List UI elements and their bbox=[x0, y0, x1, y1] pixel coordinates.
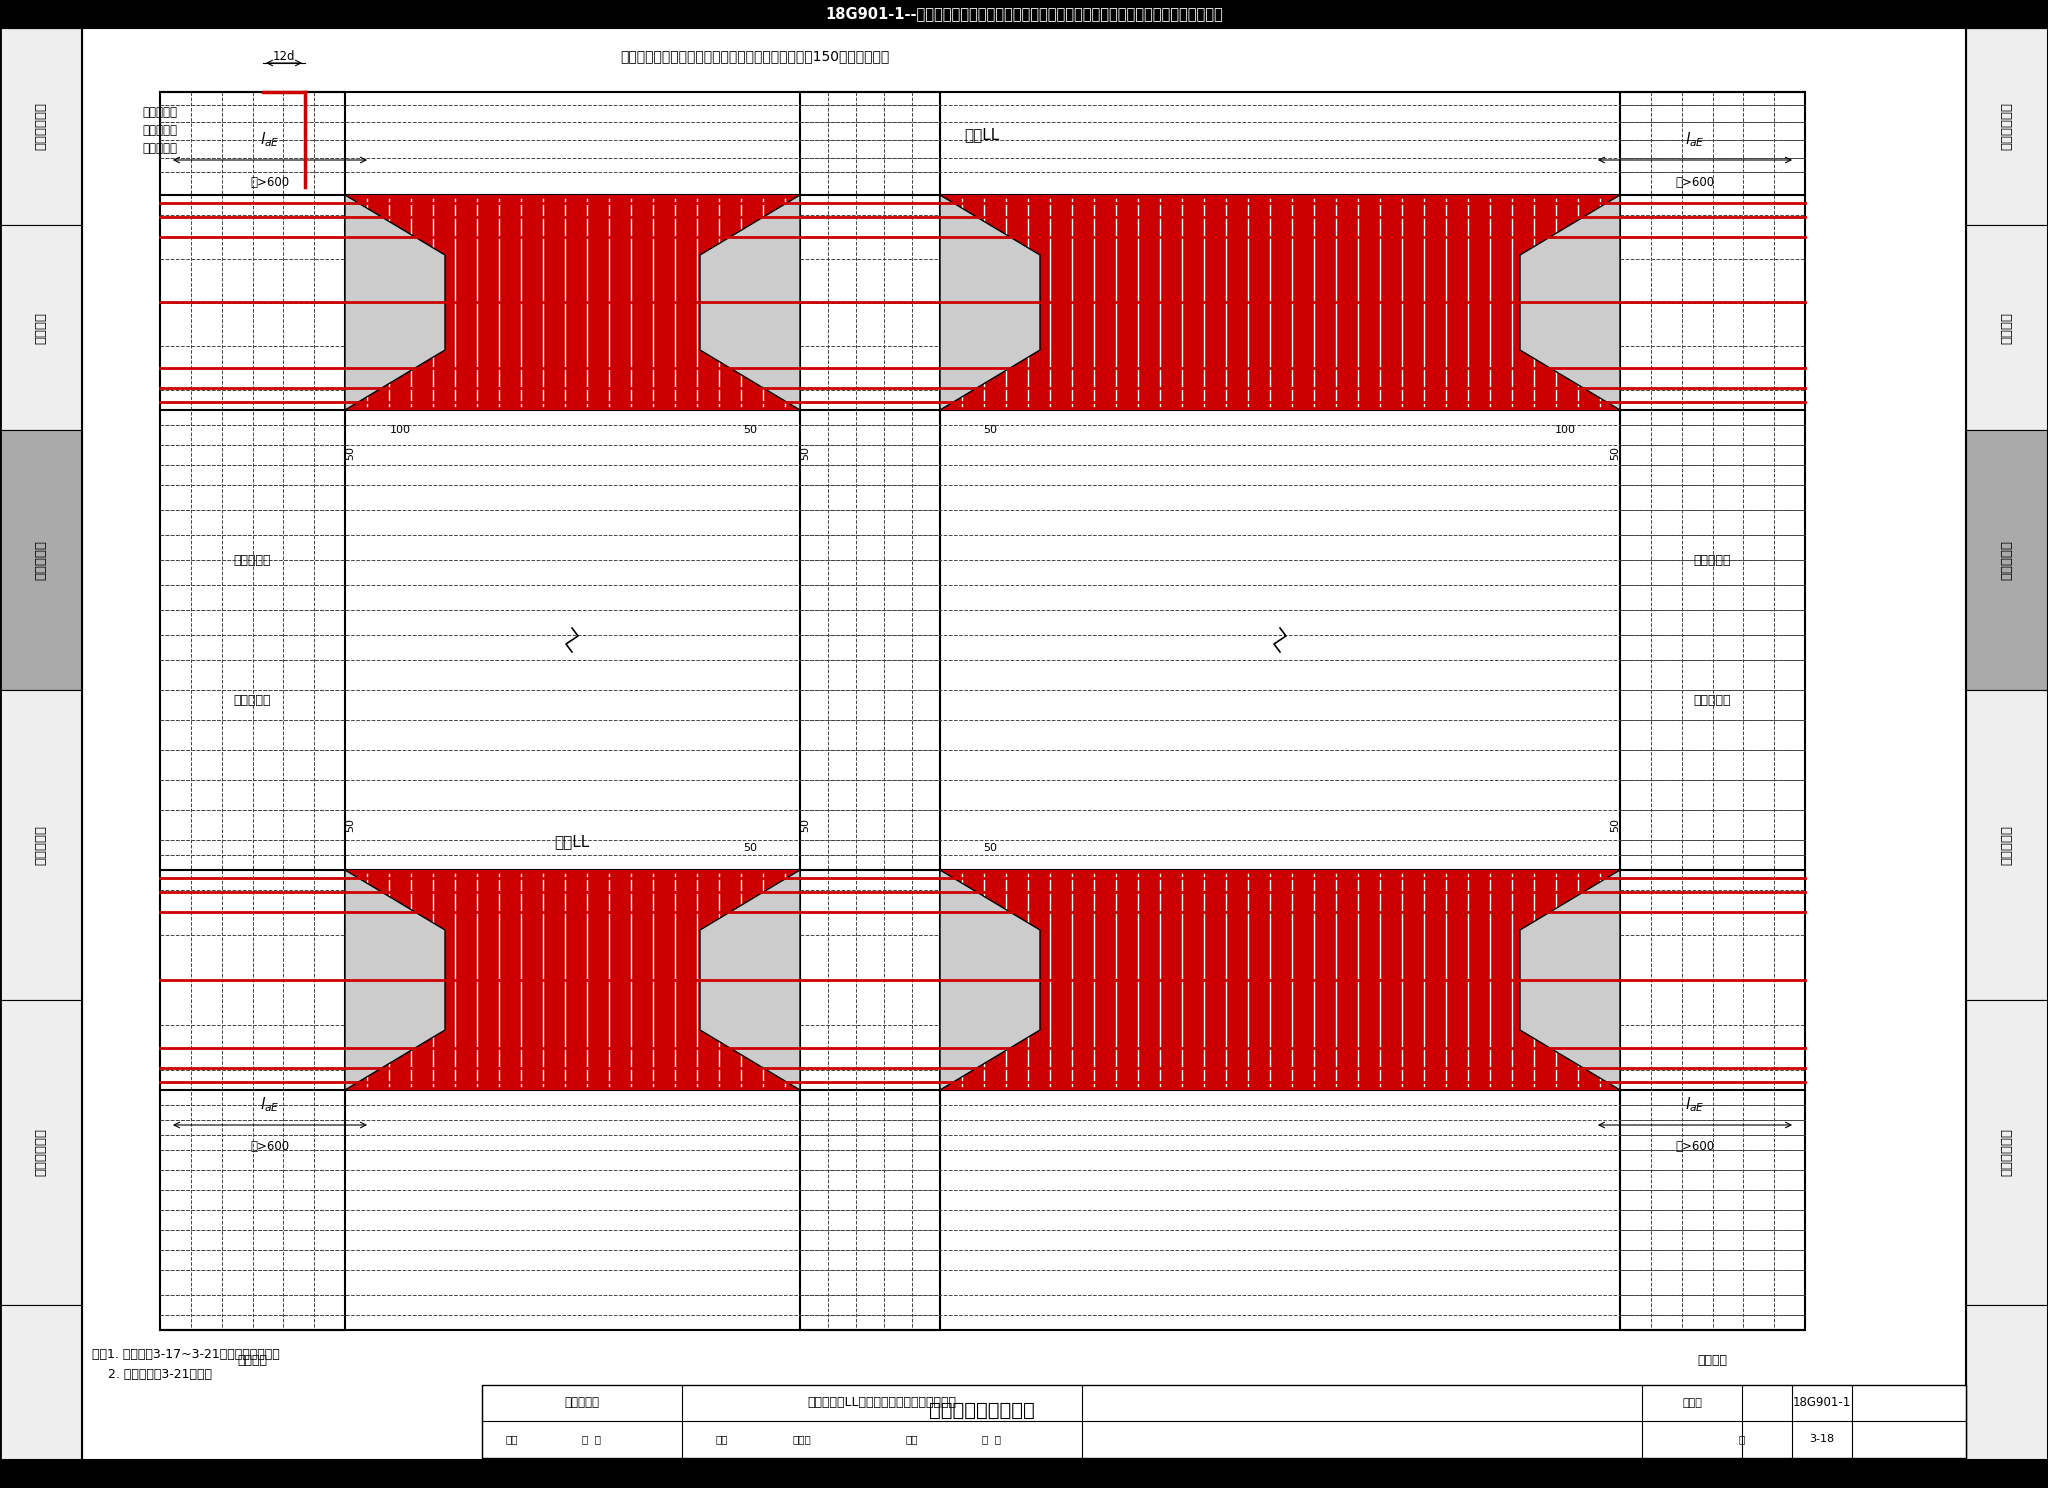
Polygon shape bbox=[344, 195, 444, 411]
Text: 且>600: 且>600 bbox=[1675, 176, 1714, 189]
Text: 刘  筱: 刘 筱 bbox=[582, 1434, 602, 1443]
Text: 3-18: 3-18 bbox=[1810, 1434, 1835, 1443]
Text: 一般构造要求: 一般构造要求 bbox=[35, 103, 47, 150]
Polygon shape bbox=[1520, 195, 1620, 411]
Text: 且>600: 且>600 bbox=[250, 1140, 289, 1153]
Text: 50: 50 bbox=[344, 818, 354, 832]
Bar bbox=[940, 870, 1620, 1091]
Text: 墙顶连梁伸入墙体内的纵向钢筋设置构造箍筋，间距150，直径同跨中: 墙顶连梁伸入墙体内的纵向钢筋设置构造箍筋，间距150，直径同跨中 bbox=[621, 49, 889, 62]
Text: 姚  刚: 姚 刚 bbox=[983, 1434, 1001, 1443]
Text: 设计: 设计 bbox=[905, 1434, 918, 1443]
Bar bbox=[1966, 1000, 2048, 1305]
Text: $l_{aE}$: $l_{aE}$ bbox=[260, 1095, 281, 1115]
Text: 12d: 12d bbox=[272, 49, 295, 62]
Text: 墙顶LL: 墙顶LL bbox=[965, 128, 999, 143]
Text: 50: 50 bbox=[801, 818, 811, 832]
Text: $l_{aE}$: $l_{aE}$ bbox=[260, 131, 281, 149]
Text: 竖向分布筋: 竖向分布筋 bbox=[233, 693, 270, 707]
Text: 边缘构件: 边缘构件 bbox=[1698, 1354, 1726, 1366]
Polygon shape bbox=[700, 870, 801, 1091]
Bar bbox=[940, 195, 1620, 411]
Text: 2. 见本图集第3-21页注。: 2. 见本图集第3-21页注。 bbox=[92, 1369, 213, 1381]
Text: 50: 50 bbox=[801, 446, 811, 460]
Bar bbox=[344, 870, 801, 1091]
Text: $l_{aE}$: $l_{aE}$ bbox=[1686, 131, 1704, 149]
Text: 50: 50 bbox=[1610, 818, 1620, 832]
Bar bbox=[344, 195, 801, 411]
Polygon shape bbox=[1520, 870, 1620, 1091]
Text: 50: 50 bbox=[743, 426, 758, 434]
Bar bbox=[1966, 430, 2048, 690]
Bar bbox=[0, 430, 82, 690]
Text: 校对: 校对 bbox=[715, 1434, 729, 1443]
Bar bbox=[1966, 28, 2048, 225]
Text: 竖向分布筋: 竖向分布筋 bbox=[1694, 693, 1731, 707]
Text: 50: 50 bbox=[983, 426, 997, 434]
Bar bbox=[1966, 690, 2048, 1000]
Bar bbox=[0, 0, 2048, 28]
Text: 一般构造要求: 一般构造要求 bbox=[2001, 103, 2013, 150]
Text: 无梁楼盖部分: 无梁楼盖部分 bbox=[35, 1128, 47, 1177]
Text: 框架部分: 框架部分 bbox=[35, 311, 47, 344]
Bar bbox=[0, 1000, 82, 1305]
Bar bbox=[481, 1385, 1966, 1458]
Text: 楼层LL: 楼层LL bbox=[555, 835, 590, 850]
Text: 50: 50 bbox=[1610, 446, 1620, 460]
Polygon shape bbox=[344, 870, 444, 1091]
Polygon shape bbox=[940, 195, 1040, 411]
Text: 边缘构件: 边缘构件 bbox=[238, 1354, 266, 1366]
Bar bbox=[1966, 225, 2048, 430]
Bar bbox=[0, 1460, 2048, 1488]
Text: $l_{aE}$: $l_{aE}$ bbox=[1686, 1095, 1704, 1115]
Text: 框架部分: 框架部分 bbox=[2001, 311, 2013, 344]
Text: 页: 页 bbox=[1739, 1434, 1745, 1443]
Polygon shape bbox=[700, 195, 801, 411]
Bar bbox=[0, 225, 82, 430]
Bar bbox=[0, 28, 82, 225]
Text: 剪力墙连梁LL钢筋排布构造详图（立面图）: 剪力墙连梁LL钢筋排布构造详图（立面图） bbox=[807, 1397, 956, 1409]
Text: 18G901-1: 18G901-1 bbox=[1792, 1397, 1851, 1409]
Text: 普通板部分: 普通板部分 bbox=[2001, 824, 2013, 865]
Text: 审核: 审核 bbox=[506, 1434, 518, 1443]
Text: 且>600: 且>600 bbox=[1675, 1140, 1714, 1153]
Text: 18G901-1--混凝土结构施工钢筋排布规则与构造详图（现浇混凝土框架、剪力墙、梁、板）: 18G901-1--混凝土结构施工钢筋排布规则与构造详图（现浇混凝土框架、剪力墙… bbox=[825, 6, 1223, 21]
Text: 剪力墙部分: 剪力墙部分 bbox=[2001, 540, 2013, 580]
Text: 50: 50 bbox=[983, 844, 997, 853]
Text: 剪力墙部分: 剪力墙部分 bbox=[35, 540, 47, 580]
Polygon shape bbox=[940, 870, 1040, 1091]
Text: 高志强: 高志强 bbox=[793, 1434, 811, 1443]
Text: 剪力墙部分: 剪力墙部分 bbox=[565, 1397, 600, 1409]
Text: 100: 100 bbox=[1554, 426, 1575, 434]
Bar bbox=[801, 92, 940, 1330]
Bar bbox=[1966, 1305, 2048, 1460]
Text: 普通板部分: 普通板部分 bbox=[35, 824, 47, 865]
Bar bbox=[0, 690, 82, 1000]
Bar bbox=[0, 1305, 82, 1460]
Text: 双洞口连梁（双跨）: 双洞口连梁（双跨） bbox=[930, 1400, 1034, 1420]
Text: 50: 50 bbox=[344, 446, 354, 460]
Text: 且>600: 且>600 bbox=[250, 176, 289, 189]
Text: 50: 50 bbox=[743, 844, 758, 853]
Text: 水平分布筋: 水平分布筋 bbox=[1694, 554, 1731, 567]
Text: 注：1. 本图集第3-17~3-21页结合阅读使用。: 注：1. 本图集第3-17~3-21页结合阅读使用。 bbox=[92, 1348, 281, 1362]
Text: 图集号: 图集号 bbox=[1681, 1399, 1702, 1408]
Text: 无梁楼盖部分: 无梁楼盖部分 bbox=[2001, 1128, 2013, 1177]
Bar bbox=[1620, 92, 1804, 1330]
Bar bbox=[160, 92, 344, 1330]
Text: 100: 100 bbox=[389, 426, 410, 434]
Text: 边缘构件或
墙身竖向钢
筋伸至板顶: 边缘构件或 墙身竖向钢 筋伸至板顶 bbox=[143, 106, 178, 155]
Text: 水平分布筋: 水平分布筋 bbox=[233, 554, 270, 567]
